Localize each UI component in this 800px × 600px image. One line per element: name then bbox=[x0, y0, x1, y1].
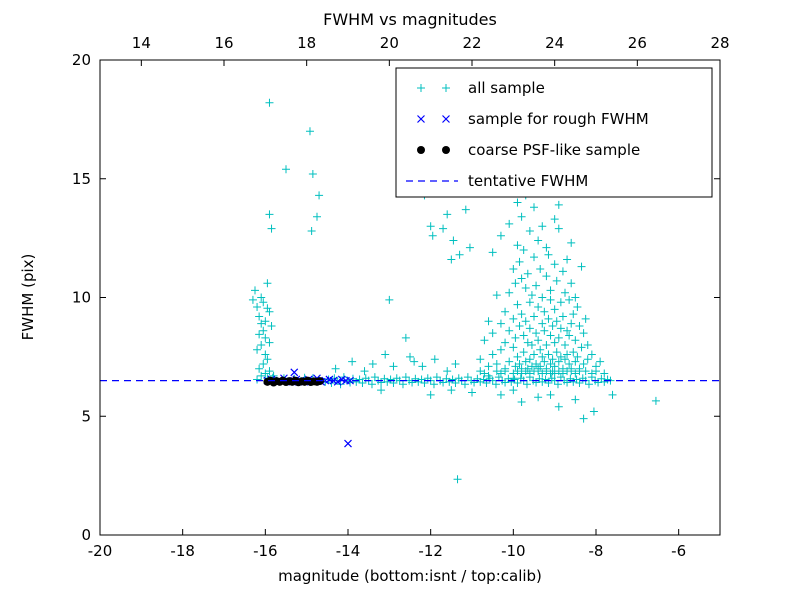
x-axis-label: magnitude (bottom:isnt / top:calib) bbox=[278, 567, 542, 585]
legend-box bbox=[395, 67, 713, 198]
legend-entry-label: coarse PSF-like sample bbox=[468, 141, 640, 159]
legend-entry-label: tentative FWHM bbox=[468, 172, 588, 190]
y-tick-label: 5 bbox=[81, 407, 91, 425]
y-tick-label: 10 bbox=[72, 289, 91, 307]
legend-plus-marker bbox=[417, 84, 425, 92]
legend-x-marker bbox=[442, 115, 450, 123]
x-top-tick-label: 16 bbox=[214, 34, 233, 52]
legend: all sample sample for rough FWHM coarse PS… bbox=[395, 67, 713, 198]
y-tick-label: 0 bbox=[81, 526, 91, 544]
x-bottom-tick-label: -16 bbox=[253, 542, 278, 560]
x-top-tick-label: 14 bbox=[132, 34, 151, 52]
y-axis-label: FWHM (pix) bbox=[19, 254, 37, 341]
y-tick-label: 15 bbox=[72, 170, 91, 188]
x-top-tick-label: 24 bbox=[545, 34, 564, 52]
x-bottom-tick-label: -18 bbox=[170, 542, 195, 560]
axis-ticks bbox=[99, 59, 721, 536]
legend-dot-marker bbox=[442, 146, 450, 154]
x-top-tick-label: 26 bbox=[628, 34, 647, 52]
tick-labels: -20 -18 -16 -14 -12 -10 -8 -6 14 16 18 20 22 24 26 28 0 5… bbox=[72, 34, 730, 560]
x-bottom-tick-label: -8 bbox=[589, 542, 604, 560]
legend-dot-marker bbox=[417, 146, 425, 154]
coarse-psf-markers bbox=[263, 376, 324, 387]
x-top-tick-label: 22 bbox=[462, 34, 481, 52]
x-bottom-tick-label: -20 bbox=[88, 542, 113, 560]
x-top-tick-label: 18 bbox=[297, 34, 316, 52]
chart-title: FWHM vs magnitudes bbox=[323, 10, 497, 29]
x-bottom-tick-label: -12 bbox=[418, 542, 443, 560]
x-bottom-tick-label: -10 bbox=[501, 542, 526, 560]
legend-x-marker bbox=[417, 115, 425, 123]
y-tick-label: 20 bbox=[72, 51, 91, 69]
legend-entry-label: all sample bbox=[468, 79, 545, 97]
x-top-tick-label: 28 bbox=[710, 34, 729, 52]
legend-entry-label: sample for rough FWHM bbox=[468, 110, 649, 128]
plot-data bbox=[100, 98, 720, 484]
legend-plus-marker bbox=[442, 84, 450, 92]
x-bottom-tick-label: -6 bbox=[671, 542, 686, 560]
x-bottom-tick-label: -14 bbox=[336, 542, 361, 560]
x-top-tick-label: 20 bbox=[380, 34, 399, 52]
